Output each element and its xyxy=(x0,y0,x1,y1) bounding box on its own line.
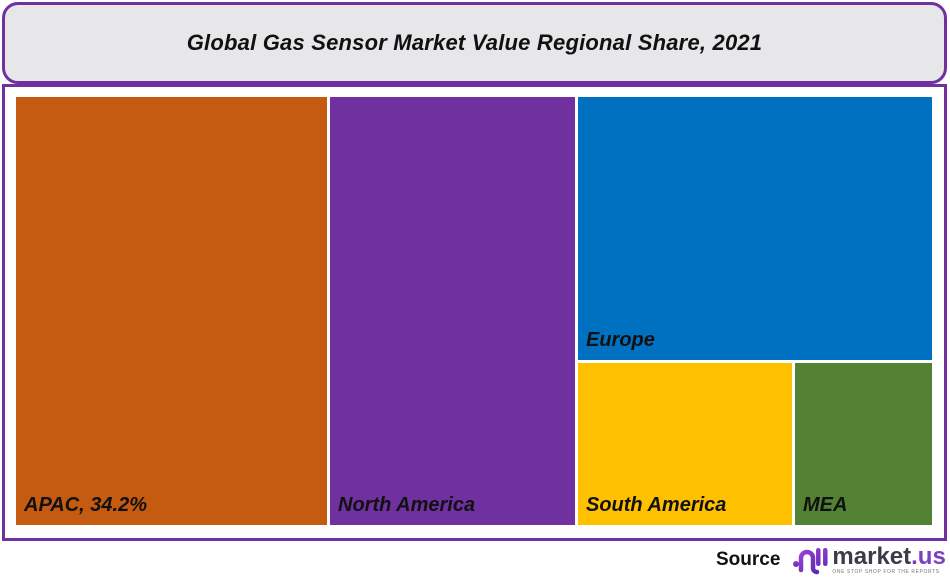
tile-europe: Europe xyxy=(578,97,932,360)
brand-name: market.us xyxy=(832,542,946,570)
tile-apac: APAC, 34.2% xyxy=(16,97,327,525)
tile-label-mea: MEA xyxy=(803,494,848,516)
tile-label-apac: APAC, 34.2% xyxy=(24,494,148,516)
chart-title: Global Gas Sensor Market Value Regional … xyxy=(186,30,763,55)
chart-title-box: Global Gas Sensor Market Value Regional … xyxy=(2,2,947,84)
market-us-logo-icon xyxy=(793,548,828,575)
tile-label-europe: Europe xyxy=(586,329,655,351)
market-us-logo: market.us ONE STOP SHOP FOR THE REPORTS xyxy=(792,542,946,576)
tile-north-america: North America xyxy=(330,97,575,525)
source-attribution: Source market.us ONE STOP SHOP FOR THE R… xyxy=(716,542,946,578)
tile-south-america: South America xyxy=(578,363,792,525)
treemap-frame: APAC, 34.2% North America Europe South A… xyxy=(2,84,947,541)
tile-mea: MEA xyxy=(795,363,932,525)
brand-tagline: ONE STOP SHOP FOR THE REPORTS xyxy=(832,568,940,575)
tile-label-south-america: South America xyxy=(586,494,727,516)
tile-label-north-america: North America xyxy=(338,494,476,516)
source-label: Source xyxy=(716,549,781,570)
